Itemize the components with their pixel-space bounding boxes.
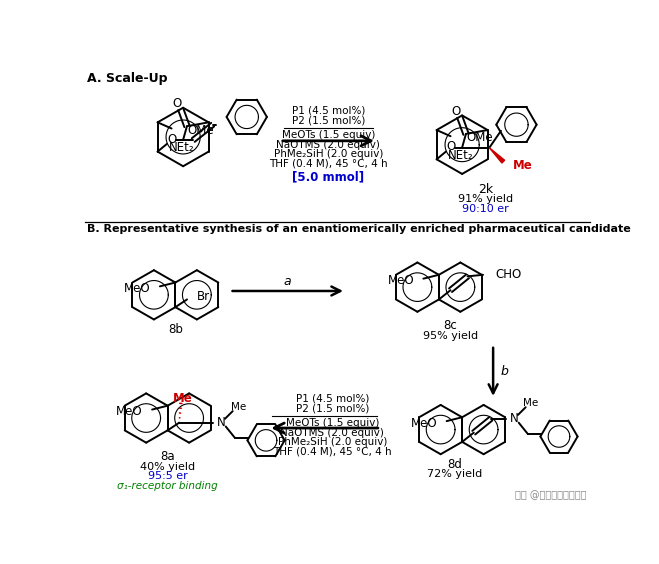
Text: PhMe₂SiH (2.0 equiv): PhMe₂SiH (2.0 equiv) xyxy=(277,437,387,447)
Text: PhMe₂SiH (2.0 equiv): PhMe₂SiH (2.0 equiv) xyxy=(273,149,383,159)
Text: 90:10 er: 90:10 er xyxy=(462,204,509,214)
Text: 8b: 8b xyxy=(168,323,183,336)
Text: P2 (1.5 mol%): P2 (1.5 mol%) xyxy=(296,403,369,413)
Text: 知乎 @化学领域前沿文献: 知乎 @化学领域前沿文献 xyxy=(515,490,586,500)
Text: THF (0.4 M), 45 °C, 4 h: THF (0.4 M), 45 °C, 4 h xyxy=(269,158,387,168)
Text: Me: Me xyxy=(513,159,532,172)
Text: 40% yield: 40% yield xyxy=(140,461,195,472)
Text: N: N xyxy=(509,412,519,425)
Text: NaOTMS (2.0 equiv): NaOTMS (2.0 equiv) xyxy=(280,428,384,438)
Text: O: O xyxy=(446,140,455,153)
Text: OMe: OMe xyxy=(466,131,493,144)
Text: CHO: CHO xyxy=(496,268,522,281)
Text: 72% yield: 72% yield xyxy=(427,469,482,479)
Text: MeO: MeO xyxy=(116,406,143,418)
Text: O: O xyxy=(167,133,176,146)
Text: N: N xyxy=(217,416,225,429)
Text: B. Representative synthesis of an enantiomerically enriched pharmaceutical candi: B. Representative synthesis of an enanti… xyxy=(87,224,631,235)
Text: Me: Me xyxy=(173,391,193,404)
Text: O: O xyxy=(172,98,181,111)
Text: MeO: MeO xyxy=(124,282,150,295)
Text: OMe: OMe xyxy=(187,124,214,136)
Text: MeO: MeO xyxy=(387,275,414,288)
Text: P2 (1.5 mol%): P2 (1.5 mol%) xyxy=(292,115,365,125)
Text: b: b xyxy=(501,365,509,378)
Text: σ₁-receptor binding: σ₁-receptor binding xyxy=(117,481,218,491)
Text: 95% yield: 95% yield xyxy=(423,331,478,341)
Text: MeOTs (1.5 equiv): MeOTs (1.5 equiv) xyxy=(282,130,375,140)
Text: 91% yield: 91% yield xyxy=(458,195,513,204)
Text: Br: Br xyxy=(197,290,210,303)
Text: O: O xyxy=(451,105,461,118)
Text: MeOTs (1.5 equiv): MeOTs (1.5 equiv) xyxy=(285,418,379,429)
Text: A. Scale-Up: A. Scale-Up xyxy=(87,72,167,85)
Text: Me: Me xyxy=(231,402,246,412)
Polygon shape xyxy=(490,148,505,163)
Text: [5.0 mmol]: [5.0 mmol] xyxy=(293,170,364,183)
Text: 8c: 8c xyxy=(444,319,457,332)
Text: Me: Me xyxy=(523,398,538,408)
Text: NEt₂: NEt₂ xyxy=(447,149,473,162)
Text: 95:5 er: 95:5 er xyxy=(148,471,188,481)
Text: 8d: 8d xyxy=(447,458,462,471)
Text: 2k: 2k xyxy=(478,183,493,196)
Text: P1 (4.5 mol%): P1 (4.5 mol%) xyxy=(292,105,365,115)
Text: a: a xyxy=(284,275,291,288)
Text: NEt₂: NEt₂ xyxy=(169,141,194,155)
Text: 8a: 8a xyxy=(160,450,175,463)
Text: NaOTMS (2.0 equiv): NaOTMS (2.0 equiv) xyxy=(277,140,380,149)
Text: MeO: MeO xyxy=(411,417,438,430)
Text: THF (0.4 M), 45 °C, 4 h: THF (0.4 M), 45 °C, 4 h xyxy=(273,446,391,456)
Text: P1 (4.5 mol%): P1 (4.5 mol%) xyxy=(296,394,369,404)
